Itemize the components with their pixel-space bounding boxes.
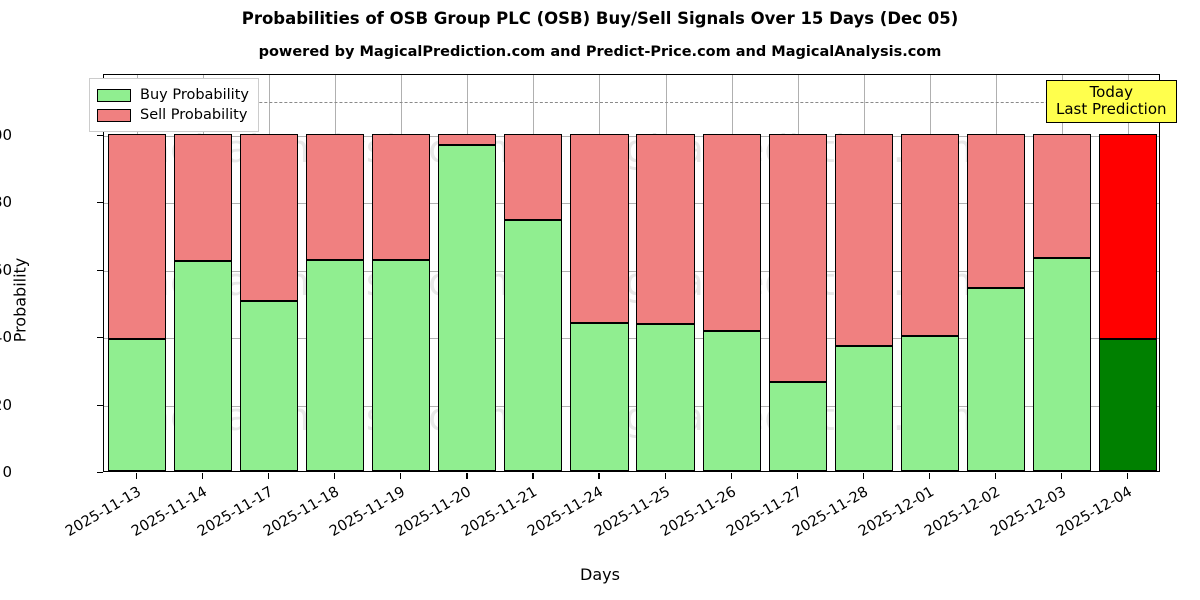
- plot-area: MagicalAnalysis.comMagicaPrediction.comM…: [103, 74, 1160, 472]
- bar-segment-buy[interactable]: [768, 381, 827, 471]
- x-axis-tick: [994, 473, 997, 479]
- x-axis-tick: [334, 473, 336, 479]
- bar-segment-sell[interactable]: [768, 133, 827, 382]
- bar-column[interactable]: [306, 75, 365, 471]
- gridline-horizontal: [104, 203, 1159, 205]
- bar-column[interactable]: [107, 75, 167, 471]
- bar-segment-buy[interactable]: [900, 336, 959, 471]
- bar-segment-buy[interactable]: [966, 288, 1025, 471]
- bar-column[interactable]: [504, 75, 563, 471]
- x-axis-tick: [202, 473, 204, 479]
- y-axis-tick-label: 0: [2, 463, 12, 481]
- x-axis-tick: [400, 473, 402, 479]
- bar-segment-sell[interactable]: [438, 133, 497, 145]
- legend-label-buy: Buy Probability: [140, 87, 249, 103]
- bar-segment-buy[interactable]: [1032, 258, 1091, 471]
- x-axis-label: Days: [580, 565, 620, 584]
- today-annotation-line2: Last Prediction: [1056, 99, 1167, 118]
- gridline-horizontal: [104, 135, 1159, 137]
- chart-subtitle: powered by MagicalPrediction.com and Pre…: [258, 44, 942, 60]
- bar-column[interactable]: [834, 75, 893, 471]
- x-axis-tick: [466, 473, 468, 479]
- reference-dashed-line: [104, 101, 1159, 103]
- x-axis-tick: [1126, 473, 1129, 479]
- bar-segment-buy[interactable]: [306, 259, 365, 471]
- bar-segment-sell[interactable]: [306, 133, 365, 260]
- gridline-horizontal: [104, 405, 1159, 407]
- bar-segment-buy[interactable]: [372, 259, 431, 471]
- x-axis-tick: [796, 473, 798, 479]
- legend-item-sell: Sell Probability: [97, 105, 249, 125]
- bar-segment-buy[interactable]: [702, 330, 761, 471]
- bar-column[interactable]: [240, 75, 299, 471]
- bar-segment-sell[interactable]: [570, 133, 629, 324]
- legend-item-buy: Buy Probability: [97, 85, 249, 105]
- bar-segment-buy[interactable]: [1098, 338, 1158, 471]
- bar-segment-buy[interactable]: [174, 260, 233, 471]
- gridline-horizontal: [104, 270, 1159, 272]
- bar-column[interactable]: [570, 75, 629, 471]
- today-annotation: Today Last Prediction: [1046, 80, 1177, 123]
- bar-segment-sell[interactable]: [966, 133, 1025, 289]
- x-axis-tick: [532, 473, 534, 479]
- y-axis-tick: [97, 269, 103, 271]
- bar-segment-buy[interactable]: [570, 323, 629, 471]
- bar-segment-sell[interactable]: [834, 133, 893, 346]
- bar-segment-sell[interactable]: [702, 133, 761, 331]
- legend-swatch-buy-icon: [97, 88, 131, 102]
- bar-column[interactable]: [702, 75, 761, 471]
- y-axis-tick-label: 80: [0, 193, 12, 212]
- y-axis-tick: [97, 134, 103, 136]
- y-axis-tick-label: 40: [0, 328, 12, 347]
- bar-column[interactable]: [966, 75, 1025, 471]
- bar-segment-buy[interactable]: [504, 219, 563, 471]
- bar-column[interactable]: [636, 75, 695, 471]
- chart-legend: Buy Probability Sell Probability: [89, 78, 259, 132]
- bar-segment-sell[interactable]: [636, 133, 695, 325]
- bar-segment-sell[interactable]: [174, 133, 233, 261]
- bar-segment-sell[interactable]: [504, 133, 563, 220]
- bar-segment-sell[interactable]: [107, 133, 167, 339]
- bar-segment-sell[interactable]: [372, 133, 431, 260]
- x-axis-tick: [268, 473, 270, 479]
- y-axis-tick-label: 100: [0, 125, 12, 144]
- legend-label-sell: Sell Probability: [140, 107, 248, 123]
- page-title: Probabilities of OSB Group PLC (OSB) Buy…: [241, 9, 959, 28]
- y-axis-label: Probability: [10, 257, 30, 343]
- today-annotation-line1: Today: [1089, 83, 1133, 101]
- x-axis-tick: [862, 473, 864, 479]
- bar-segment-buy[interactable]: [834, 345, 893, 471]
- bar-segment-sell[interactable]: [1032, 133, 1091, 259]
- bar-segment-buy[interactable]: [107, 338, 167, 471]
- bar-segment-buy[interactable]: [240, 301, 299, 471]
- gridline-horizontal: [104, 338, 1159, 340]
- bar-segment-sell[interactable]: [240, 133, 299, 302]
- x-axis-tick: [136, 473, 138, 479]
- y-axis-tick: [97, 404, 103, 406]
- bar-column[interactable]: [174, 75, 233, 471]
- bar-column[interactable]: [1098, 75, 1158, 471]
- bar-segment-buy[interactable]: [636, 324, 695, 471]
- y-axis-tick: [97, 337, 103, 339]
- bar-segment-sell[interactable]: [900, 133, 959, 337]
- legend-swatch-sell-icon: [97, 108, 131, 122]
- y-axis-tick-label: 20: [0, 395, 12, 414]
- y-axis-tick-label: 60: [0, 260, 12, 279]
- bar-segment-buy[interactable]: [438, 144, 497, 471]
- bar-column[interactable]: [372, 75, 431, 471]
- bar-column[interactable]: [438, 75, 497, 471]
- bar-column[interactable]: [1032, 75, 1091, 471]
- bar-column[interactable]: [900, 75, 959, 471]
- x-axis-tick: [928, 473, 930, 479]
- y-axis-tick: [97, 202, 103, 204]
- x-axis-tick: [664, 473, 666, 479]
- y-axis-tick: [97, 472, 103, 474]
- bar-column[interactable]: [768, 75, 827, 471]
- x-axis-tick: [1060, 473, 1063, 479]
- x-axis-tick: [598, 473, 600, 479]
- x-axis-tick: [730, 473, 732, 479]
- bar-segment-sell[interactable]: [1098, 133, 1158, 339]
